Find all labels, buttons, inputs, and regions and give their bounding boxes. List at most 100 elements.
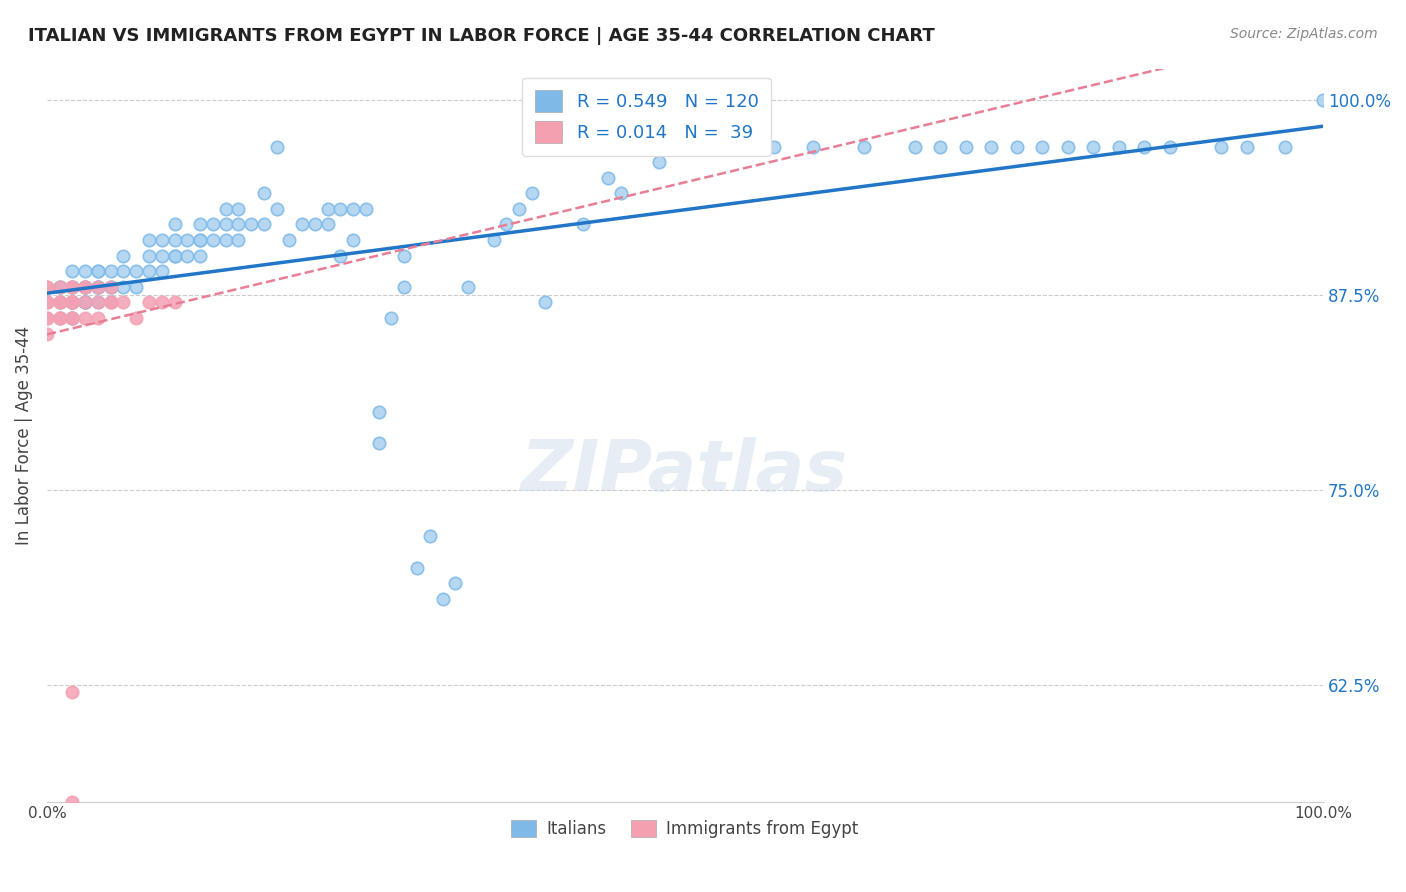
Point [394,249,416,263]
Point [904,139,927,153]
Point [342,202,364,216]
Point [228,218,250,232]
Point [75,311,97,326]
Point [457,280,479,294]
Point [763,139,786,153]
Point [112,295,135,310]
Point [62,295,84,310]
Point [188,233,211,247]
Text: ITALIAN VS IMMIGRANTS FROM EGYPT IN LABOR FORCE | AGE 35-44 CORRELATION CHART: ITALIAN VS IMMIGRANTS FROM EGYPT IN LABO… [28,27,935,45]
Point [112,264,135,278]
Point [62,311,84,326]
Point [35,295,58,310]
Point [150,295,173,310]
Point [75,280,97,294]
Point [253,218,276,232]
Point [62,311,84,326]
Point [495,218,517,232]
Point [48,295,70,310]
Point [138,264,160,278]
Point [62,295,84,310]
Point [354,202,377,216]
Text: ZIPatlas: ZIPatlas [522,437,849,506]
Point [1108,139,1130,153]
Point [367,435,389,450]
Point [482,233,505,247]
Point [75,295,97,310]
Point [1236,139,1258,153]
Point [62,311,84,326]
Point [35,280,58,294]
Point [62,295,84,310]
Point [342,233,364,247]
Point [35,311,58,326]
Point [75,295,97,310]
Point [214,202,236,216]
Point [48,295,70,310]
Point [1274,139,1296,153]
Point [533,295,555,310]
Point [62,280,84,294]
Text: Source: ZipAtlas.com: Source: ZipAtlas.com [1230,27,1378,41]
Point [316,202,339,216]
Point [62,264,84,278]
Point [852,139,875,153]
Point [929,139,952,153]
Point [150,233,173,247]
Point [75,280,97,294]
Point [62,295,84,310]
Point [48,311,70,326]
Point [214,233,236,247]
Point [1057,139,1080,153]
Point [87,311,110,326]
Point [163,249,186,263]
Point [112,280,135,294]
Point [444,576,467,591]
Point [419,529,441,543]
Point [316,218,339,232]
Point [87,280,110,294]
Point [75,264,97,278]
Point [699,139,721,153]
Legend: Italians, Immigrants from Egypt: Italians, Immigrants from Egypt [505,813,865,845]
Point [62,295,84,310]
Point [648,155,671,169]
Point [253,186,276,201]
Point [214,218,236,232]
Point [48,311,70,326]
Point [188,218,211,232]
Point [62,295,84,310]
Point [1083,139,1105,153]
Point [138,233,160,247]
Point [48,295,70,310]
Point [75,280,97,294]
Point [100,280,122,294]
Point [1005,139,1028,153]
Point [62,295,84,310]
Point [1159,139,1181,153]
Point [188,233,211,247]
Point [1133,139,1156,153]
Point [176,233,198,247]
Point [62,795,84,809]
Point [1209,139,1232,153]
Point [35,295,58,310]
Point [163,218,186,232]
Point [520,186,543,201]
Point [112,249,135,263]
Point [380,311,402,326]
Point [35,295,58,310]
Point [188,249,211,263]
Point [1031,139,1053,153]
Point [75,280,97,294]
Point [125,311,148,326]
Point [304,218,326,232]
Point [610,186,633,201]
Point [87,295,110,310]
Point [125,264,148,278]
Point [87,280,110,294]
Point [75,295,97,310]
Point [801,139,824,153]
Point [367,404,389,418]
Point [176,249,198,263]
